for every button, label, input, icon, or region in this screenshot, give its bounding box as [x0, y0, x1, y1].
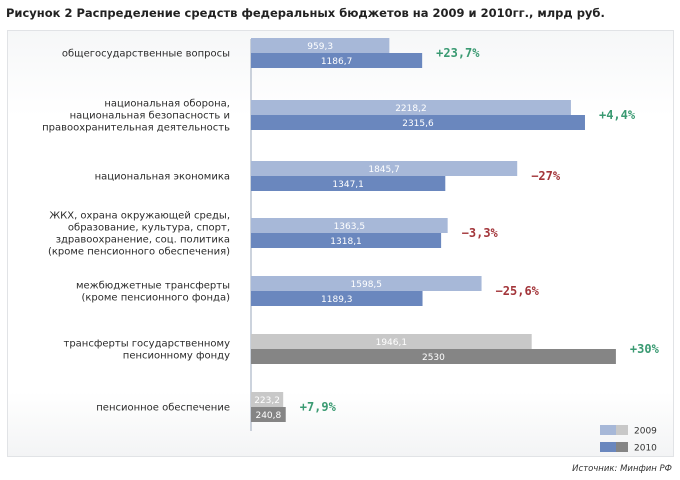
bar-2010 [251, 291, 423, 306]
category-label: образование, культура, спорт, [68, 223, 230, 234]
data-label-2009: 1845,7 [368, 165, 400, 175]
change-label: −25,6% [496, 284, 540, 298]
bar-2009 [251, 334, 532, 349]
data-label-2009: 2218,2 [395, 104, 427, 114]
change-label: +30% [630, 342, 660, 356]
bar-2010 [251, 53, 423, 68]
chart-panel: общегосударственные вопросы 959,3 1186,7 +2… [7, 30, 674, 457]
category-label: ЖКХ, охрана окружающей среды, [49, 211, 230, 222]
category-label: трансферты государственному [64, 339, 231, 350]
category-label: общегосударственные вопросы [62, 49, 230, 60]
data-label-2009: 1363,5 [334, 222, 366, 232]
change-label: −27% [531, 169, 561, 183]
bar-2010 [251, 115, 585, 130]
data-label-2010: 1347,1 [332, 180, 364, 190]
bar-2009 [251, 276, 482, 291]
legend-swatch-gray-2009 [616, 425, 628, 435]
data-label-2009: 959,3 [307, 42, 333, 52]
data-label-2010: 2315,6 [402, 119, 434, 129]
bar-2009 [251, 218, 448, 233]
source-note: Источник: Минфин РФ [572, 464, 672, 474]
bar-2010 [251, 176, 446, 191]
category-label: национальная оборона, [104, 99, 230, 110]
bar-2009 [251, 161, 518, 176]
data-label-2010: 1189,3 [321, 295, 353, 305]
legend-label: 2010 [634, 444, 657, 454]
change-label: +7,9% [300, 400, 337, 414]
data-label-2010: 2530 [422, 353, 445, 363]
category-label: национальная безопасность и [70, 111, 230, 122]
data-label-2010: 240,8 [255, 411, 281, 421]
data-label-2009: 1946,1 [376, 338, 408, 348]
data-label-2009: 1598,5 [351, 280, 383, 290]
category-label: пенсионное обеспечение [96, 403, 230, 414]
data-label-2010: 1318,1 [330, 237, 362, 247]
legend-swatch-gray-2010 [616, 442, 628, 452]
category-label: национальная экономика [95, 172, 230, 183]
bar-2009 [251, 38, 390, 53]
data-label-2010: 1186,7 [321, 57, 353, 67]
bar-2009 [251, 100, 571, 115]
category-label: пенсионному фонду [123, 351, 230, 362]
legend-swatch-2010 [600, 442, 616, 452]
category-label: (кроме пенсионного фонда) [81, 293, 230, 304]
change-label: +4,4% [599, 108, 636, 122]
change-label: +23,7% [436, 46, 480, 60]
bar-chart: общегосударственные вопросы 959,3 1186,7 +2… [42, 38, 660, 454]
bar-2010 [251, 349, 616, 364]
legend-label: 2009 [634, 427, 657, 437]
data-label-2009: 223,2 [254, 396, 280, 406]
category-label: правоохранительная деятельность [42, 123, 230, 134]
bar-2010 [251, 233, 442, 248]
category-label: межбюджетные трансферты [76, 281, 230, 292]
change-label: −3,3% [462, 226, 499, 240]
category-label: (кроме пенсионного обеспечения) [48, 247, 230, 258]
bar-2009 [251, 392, 284, 407]
legend-swatch-2009 [600, 425, 616, 435]
chart-title: Рисунок 2 Распределение средств федераль… [6, 6, 605, 20]
bar-2010 [251, 407, 286, 422]
category-label: здравоохранение, соц. политика [56, 235, 230, 246]
